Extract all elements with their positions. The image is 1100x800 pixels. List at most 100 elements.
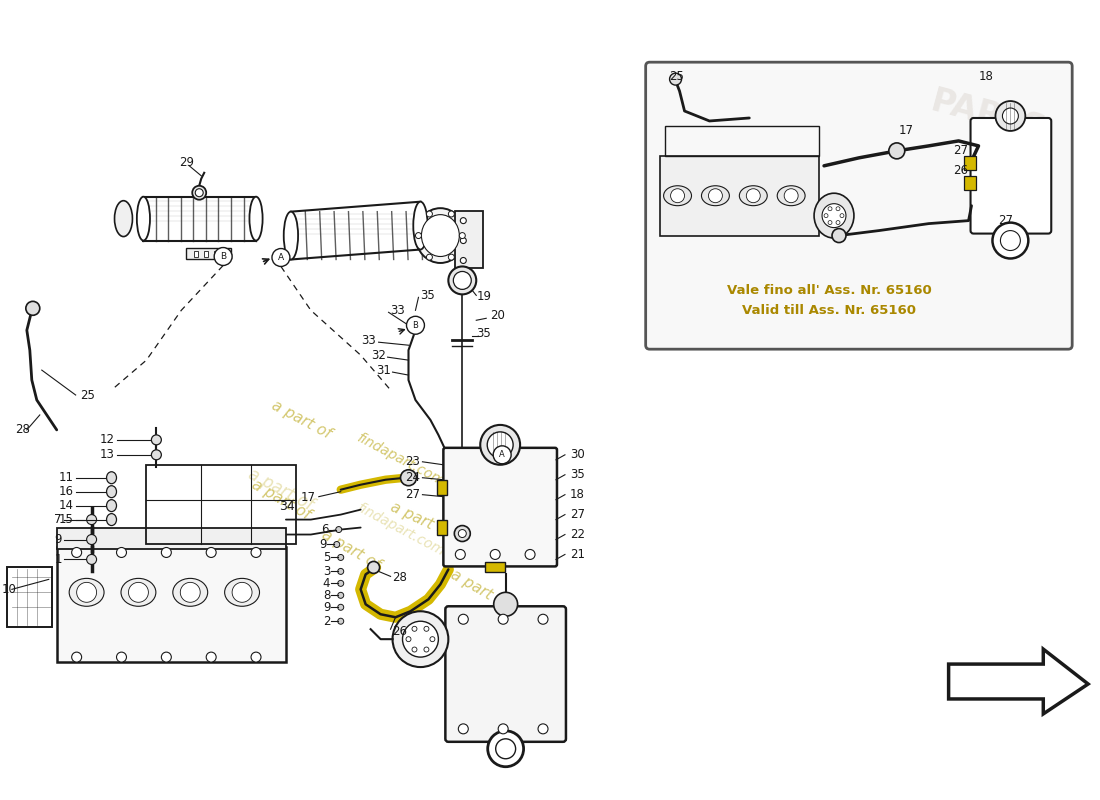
Text: PARTS: PARTS [927,85,1049,147]
FancyBboxPatch shape [57,527,286,550]
Circle shape [367,562,380,574]
FancyBboxPatch shape [57,547,286,662]
Circle shape [746,189,760,202]
Circle shape [129,582,149,602]
Text: 10: 10 [2,583,16,596]
Circle shape [87,514,97,525]
Ellipse shape [173,578,208,606]
Circle shape [180,582,200,602]
Circle shape [407,316,425,334]
Text: a part of: a part of [249,477,312,522]
Circle shape [498,724,508,734]
Text: 27: 27 [954,144,969,158]
Text: 8: 8 [322,589,330,602]
Circle shape [338,592,343,598]
Text: 25: 25 [670,70,684,82]
Text: 7: 7 [54,513,62,526]
Circle shape [828,221,832,225]
Circle shape [460,258,466,263]
Text: 20: 20 [491,309,505,322]
Ellipse shape [107,472,117,484]
Text: 3: 3 [322,565,330,578]
Circle shape [449,266,476,294]
Circle shape [840,214,844,218]
FancyBboxPatch shape [443,448,557,566]
Text: A: A [499,450,505,459]
Circle shape [824,214,828,218]
Text: 11: 11 [58,471,74,484]
Circle shape [214,247,232,266]
Circle shape [192,186,206,200]
FancyBboxPatch shape [446,606,565,742]
Text: 17: 17 [300,491,316,504]
Text: 18: 18 [979,70,993,82]
Text: 35: 35 [570,468,585,482]
Circle shape [232,582,252,602]
Text: 28: 28 [15,423,30,436]
Circle shape [836,206,840,210]
Circle shape [424,647,429,652]
Circle shape [460,238,466,243]
Text: 25: 25 [79,389,95,402]
Circle shape [162,652,172,662]
Circle shape [494,592,518,616]
Text: 13: 13 [100,448,114,462]
Circle shape [338,604,343,610]
FancyBboxPatch shape [224,250,228,257]
Text: B: B [220,252,227,261]
Ellipse shape [778,186,805,206]
Circle shape [670,73,682,85]
Circle shape [72,547,81,558]
FancyBboxPatch shape [438,480,448,494]
Ellipse shape [284,212,298,259]
Text: 15: 15 [58,513,74,526]
Circle shape [992,222,1028,258]
Circle shape [403,622,439,657]
Circle shape [832,229,846,242]
Circle shape [117,547,126,558]
Circle shape [453,271,471,290]
Text: a part of: a part of [268,398,333,442]
Text: 28: 28 [393,571,407,584]
Circle shape [338,554,343,561]
Circle shape [784,189,799,202]
Text: 6: 6 [321,523,328,536]
Circle shape [491,550,501,559]
FancyBboxPatch shape [455,210,483,269]
Circle shape [496,739,516,758]
Circle shape [671,189,684,202]
Circle shape [487,731,524,766]
Text: Vale fino all' Ass. Nr. 65160: Vale fino all' Ass. Nr. 65160 [727,284,932,297]
Text: 26: 26 [393,625,407,638]
Circle shape [412,647,417,652]
FancyBboxPatch shape [7,567,52,627]
Ellipse shape [107,514,117,526]
Circle shape [449,211,454,217]
Text: 9: 9 [322,601,330,614]
Circle shape [87,534,97,545]
Circle shape [152,450,162,460]
Circle shape [406,637,411,642]
Text: 29: 29 [179,156,195,170]
Circle shape [162,547,172,558]
Circle shape [251,652,261,662]
Ellipse shape [107,486,117,498]
Ellipse shape [136,197,150,241]
Circle shape [195,189,204,197]
Text: findapart.com: findapart.com [354,430,447,489]
Text: 33: 33 [361,334,375,346]
Circle shape [538,724,548,734]
FancyBboxPatch shape [195,250,198,257]
Circle shape [836,221,840,225]
Ellipse shape [416,208,465,263]
Ellipse shape [702,186,729,206]
Text: 9: 9 [54,533,62,546]
Text: 26: 26 [954,164,969,178]
Circle shape [889,143,905,159]
Text: 33: 33 [390,304,405,317]
Circle shape [459,530,466,538]
FancyBboxPatch shape [485,562,505,572]
Circle shape [427,254,432,260]
Text: 18: 18 [570,488,585,501]
Circle shape [493,446,512,464]
